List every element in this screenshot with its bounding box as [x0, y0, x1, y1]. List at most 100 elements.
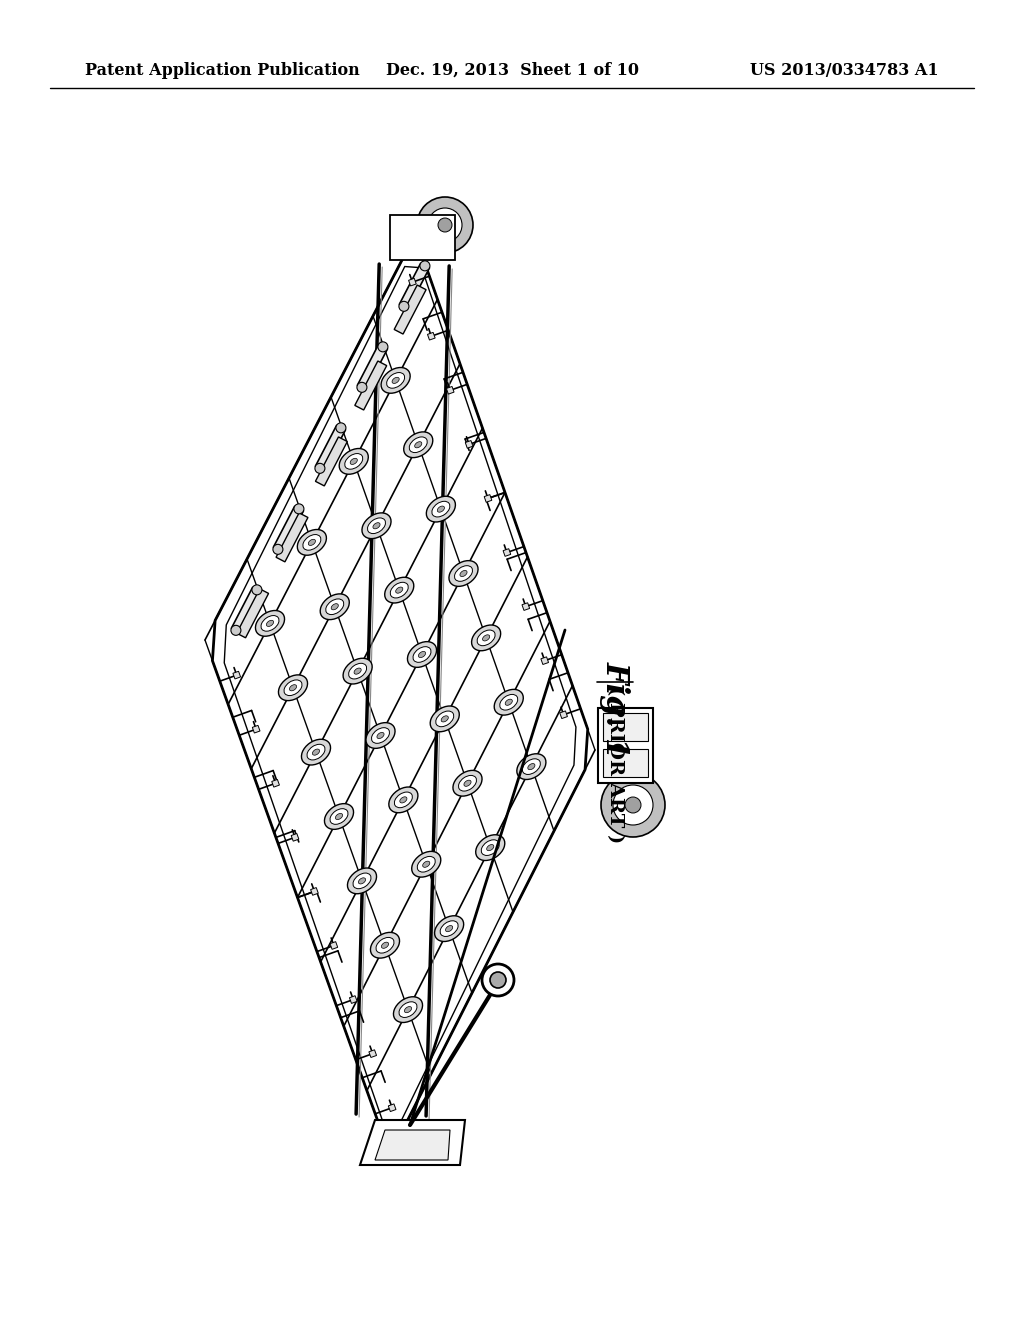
Ellipse shape [415, 442, 422, 447]
Polygon shape [330, 941, 338, 949]
Ellipse shape [372, 727, 389, 743]
Polygon shape [602, 748, 647, 777]
Ellipse shape [297, 529, 327, 556]
Ellipse shape [460, 570, 467, 577]
Ellipse shape [373, 523, 380, 529]
Ellipse shape [308, 540, 315, 545]
Polygon shape [390, 215, 455, 260]
Ellipse shape [266, 620, 273, 627]
Ellipse shape [482, 635, 489, 642]
Polygon shape [315, 437, 347, 486]
Polygon shape [503, 549, 511, 556]
Circle shape [399, 301, 409, 312]
Ellipse shape [449, 561, 478, 586]
Ellipse shape [505, 700, 512, 705]
Polygon shape [409, 279, 416, 286]
Polygon shape [369, 1049, 377, 1057]
Ellipse shape [290, 685, 297, 690]
Circle shape [482, 964, 514, 997]
Polygon shape [394, 285, 426, 334]
Ellipse shape [353, 873, 371, 888]
Polygon shape [291, 833, 299, 841]
Ellipse shape [455, 566, 472, 581]
Ellipse shape [393, 997, 423, 1023]
Ellipse shape [389, 787, 418, 813]
Ellipse shape [430, 706, 460, 731]
Ellipse shape [350, 458, 357, 465]
Ellipse shape [301, 739, 331, 766]
Text: Fig. 1: Fig. 1 [599, 661, 631, 759]
Circle shape [231, 626, 241, 635]
Ellipse shape [403, 432, 433, 458]
Circle shape [252, 585, 262, 595]
Polygon shape [231, 587, 261, 632]
Ellipse shape [345, 454, 362, 469]
Ellipse shape [371, 932, 399, 958]
Ellipse shape [336, 813, 343, 820]
Ellipse shape [381, 367, 411, 393]
Ellipse shape [481, 840, 500, 855]
Ellipse shape [343, 659, 372, 684]
Text: Patent Application Publication: Patent Application Publication [85, 62, 359, 79]
Circle shape [438, 218, 452, 232]
Polygon shape [560, 711, 567, 718]
Ellipse shape [477, 630, 496, 645]
Ellipse shape [408, 642, 436, 668]
Polygon shape [273, 507, 303, 552]
Ellipse shape [432, 502, 450, 517]
Polygon shape [271, 779, 280, 787]
Ellipse shape [486, 845, 494, 850]
Ellipse shape [417, 857, 435, 873]
Ellipse shape [412, 851, 440, 876]
Ellipse shape [419, 652, 426, 657]
Polygon shape [252, 726, 260, 733]
Ellipse shape [331, 603, 338, 610]
Ellipse shape [326, 599, 344, 615]
Circle shape [428, 209, 462, 242]
Ellipse shape [413, 647, 431, 663]
Ellipse shape [392, 378, 399, 383]
Text: Dec. 19, 2013  Sheet 1 of 10: Dec. 19, 2013 Sheet 1 of 10 [385, 62, 639, 79]
Ellipse shape [381, 942, 388, 948]
Ellipse shape [434, 916, 464, 941]
Polygon shape [446, 387, 454, 395]
Polygon shape [602, 713, 647, 741]
Ellipse shape [472, 624, 501, 651]
Circle shape [420, 261, 430, 271]
Text: ( PRIOR ART ): ( PRIOR ART ) [606, 686, 624, 843]
Polygon shape [597, 708, 652, 783]
Ellipse shape [376, 937, 394, 953]
Ellipse shape [517, 754, 546, 780]
Circle shape [613, 785, 653, 825]
Polygon shape [349, 995, 357, 1003]
Ellipse shape [348, 663, 367, 678]
Polygon shape [310, 887, 318, 895]
Ellipse shape [527, 763, 535, 770]
Ellipse shape [500, 694, 518, 710]
Circle shape [294, 504, 304, 513]
Text: US 2013/0334783 A1: US 2013/0334783 A1 [751, 62, 939, 79]
Ellipse shape [459, 775, 476, 791]
Ellipse shape [339, 449, 369, 474]
Ellipse shape [453, 771, 482, 796]
Ellipse shape [441, 715, 449, 722]
Polygon shape [212, 255, 588, 1135]
Ellipse shape [399, 797, 407, 803]
Polygon shape [276, 513, 308, 562]
Ellipse shape [387, 372, 404, 388]
Polygon shape [427, 333, 435, 341]
Ellipse shape [366, 722, 395, 748]
Ellipse shape [255, 611, 285, 636]
Ellipse shape [330, 809, 348, 824]
Polygon shape [484, 495, 492, 503]
Circle shape [315, 463, 325, 474]
Ellipse shape [325, 804, 353, 829]
Ellipse shape [445, 925, 453, 932]
Ellipse shape [279, 675, 307, 701]
Polygon shape [399, 264, 429, 309]
Ellipse shape [437, 506, 444, 512]
Polygon shape [465, 441, 473, 449]
Polygon shape [357, 345, 387, 389]
Polygon shape [360, 1119, 465, 1166]
Polygon shape [541, 657, 549, 664]
